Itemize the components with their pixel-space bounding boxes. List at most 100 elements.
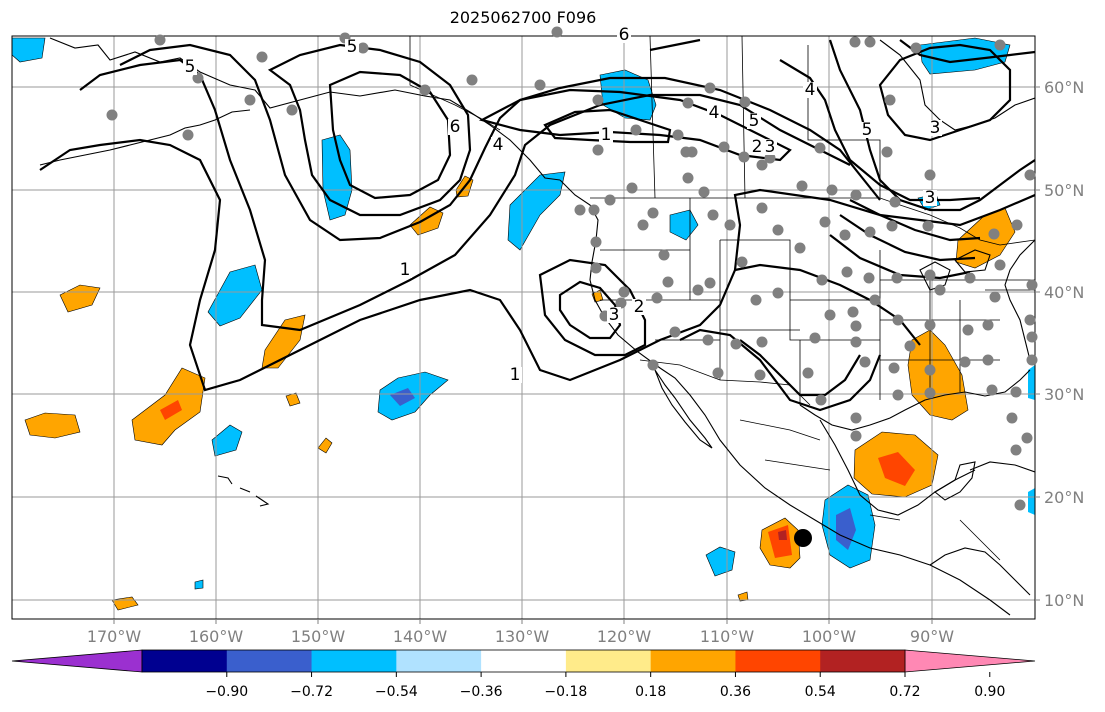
contour-label-bg bbox=[763, 139, 777, 155]
station-dot bbox=[910, 42, 922, 54]
neg-blob-east-edge bbox=[1028, 365, 1035, 400]
station-dot bbox=[962, 324, 974, 336]
contour-label: 3 bbox=[765, 137, 776, 157]
contour-ne-6 bbox=[839, 214, 976, 262]
contour-ne-3 bbox=[878, 43, 1012, 142]
station-dot bbox=[886, 220, 898, 232]
pos-blob-w7 bbox=[317, 437, 333, 454]
station-dot bbox=[256, 51, 268, 63]
station-dot bbox=[658, 249, 670, 261]
contour-label: 4 bbox=[709, 103, 720, 123]
colorbar-min-arrow bbox=[11, 649, 143, 673]
neg-blob-nw bbox=[12, 37, 46, 63]
contour-south bbox=[679, 328, 882, 412]
station-dot bbox=[982, 354, 994, 366]
cuba bbox=[969, 461, 1035, 473]
contour-1-canada bbox=[543, 108, 672, 144]
station-dot bbox=[590, 236, 602, 248]
station-dot bbox=[850, 430, 862, 442]
contour-label-bg bbox=[747, 113, 761, 129]
pos-blob-gulf-n bbox=[907, 329, 969, 421]
station-dot bbox=[847, 306, 859, 318]
pos-blob-w3-core bbox=[160, 400, 182, 420]
station-dot bbox=[924, 387, 936, 399]
contour-label: 5 bbox=[347, 37, 358, 57]
station-dot bbox=[615, 297, 627, 309]
station-dot bbox=[815, 394, 827, 406]
lon-tick-label: 160°W bbox=[189, 627, 244, 646]
lat-tick-label: 60°N bbox=[1044, 78, 1084, 97]
station-dot bbox=[651, 292, 663, 304]
station-dot bbox=[924, 319, 936, 331]
contour-1-west bbox=[39, 138, 1035, 392]
station-dot bbox=[982, 319, 994, 331]
station-dot bbox=[863, 272, 875, 284]
colorbar-tick-label: −0.18 bbox=[544, 684, 587, 700]
station-dot bbox=[850, 412, 862, 424]
contour-label-bg bbox=[707, 105, 721, 121]
station-dot bbox=[707, 209, 719, 221]
station-dot bbox=[841, 266, 853, 278]
neg-blob-hawaii bbox=[211, 424, 243, 457]
colorbar-tick-label: 0.72 bbox=[889, 684, 920, 700]
station-dot bbox=[647, 207, 659, 219]
lon-tick-label: 150°W bbox=[291, 627, 346, 646]
station-dot bbox=[590, 262, 602, 274]
map-background bbox=[12, 36, 1035, 619]
station-dot bbox=[881, 146, 893, 158]
colorbar-tick-label: 0.90 bbox=[974, 684, 1005, 700]
station-dot bbox=[824, 309, 836, 321]
contour-south-2 bbox=[739, 339, 861, 397]
longitude-ticks: 170°W 160°W 150°W 140°W 130°W 120°W 110°W 100°W… bbox=[87, 619, 954, 646]
contour-4 bbox=[267, 43, 472, 217]
station-dot bbox=[592, 144, 604, 156]
east-coast bbox=[1004, 239, 1035, 361]
station-dot bbox=[839, 229, 851, 241]
colorbar-tick-label: −0.54 bbox=[375, 684, 418, 700]
station-dot bbox=[850, 320, 862, 332]
contour-ne-5 bbox=[849, 199, 981, 242]
station-dot bbox=[182, 129, 194, 141]
contour-label-bg bbox=[860, 122, 874, 138]
map-title: 2025062700 F096 bbox=[449, 8, 597, 27]
colorbar-segment bbox=[396, 650, 482, 672]
contour-label: 2 bbox=[752, 137, 763, 157]
station-dot bbox=[730, 338, 742, 350]
station-dot bbox=[850, 336, 862, 348]
colorbar-segment bbox=[820, 650, 906, 672]
colorbar-tick-label: 0.18 bbox=[635, 684, 666, 700]
station-dot bbox=[892, 314, 904, 326]
station-dot bbox=[934, 284, 946, 296]
station-dot bbox=[672, 129, 684, 141]
central-america bbox=[929, 547, 1031, 596]
station-dot bbox=[702, 334, 714, 346]
station-dot bbox=[466, 74, 478, 86]
hudson-bay bbox=[879, 39, 1035, 131]
contour-3 bbox=[119, 43, 881, 242]
station-dot bbox=[869, 294, 881, 306]
contour-label: 1 bbox=[601, 125, 612, 145]
station-dot bbox=[859, 356, 871, 368]
contour-label: 1 bbox=[400, 260, 411, 280]
station-dot bbox=[704, 82, 716, 94]
station-dot bbox=[819, 216, 831, 228]
colorbar-segment bbox=[226, 650, 313, 672]
station-dot bbox=[574, 204, 586, 216]
station-dot bbox=[1026, 331, 1038, 343]
mexico-states bbox=[739, 419, 1001, 561]
station-dot bbox=[889, 196, 901, 208]
station-dot bbox=[796, 180, 808, 192]
contour-label-bg bbox=[508, 367, 522, 383]
lon-tick-label: 110°W bbox=[700, 627, 755, 646]
station-dot bbox=[802, 367, 814, 379]
station-dot bbox=[669, 326, 681, 338]
contour-5 bbox=[328, 70, 452, 200]
station-dot bbox=[637, 219, 649, 231]
station-dot bbox=[826, 184, 838, 196]
colorbar-max-arrow bbox=[904, 649, 1036, 673]
storm-marker bbox=[794, 529, 812, 547]
station-dot bbox=[1024, 169, 1036, 181]
station-dot bbox=[986, 384, 998, 396]
colorbar-segment bbox=[565, 650, 652, 672]
